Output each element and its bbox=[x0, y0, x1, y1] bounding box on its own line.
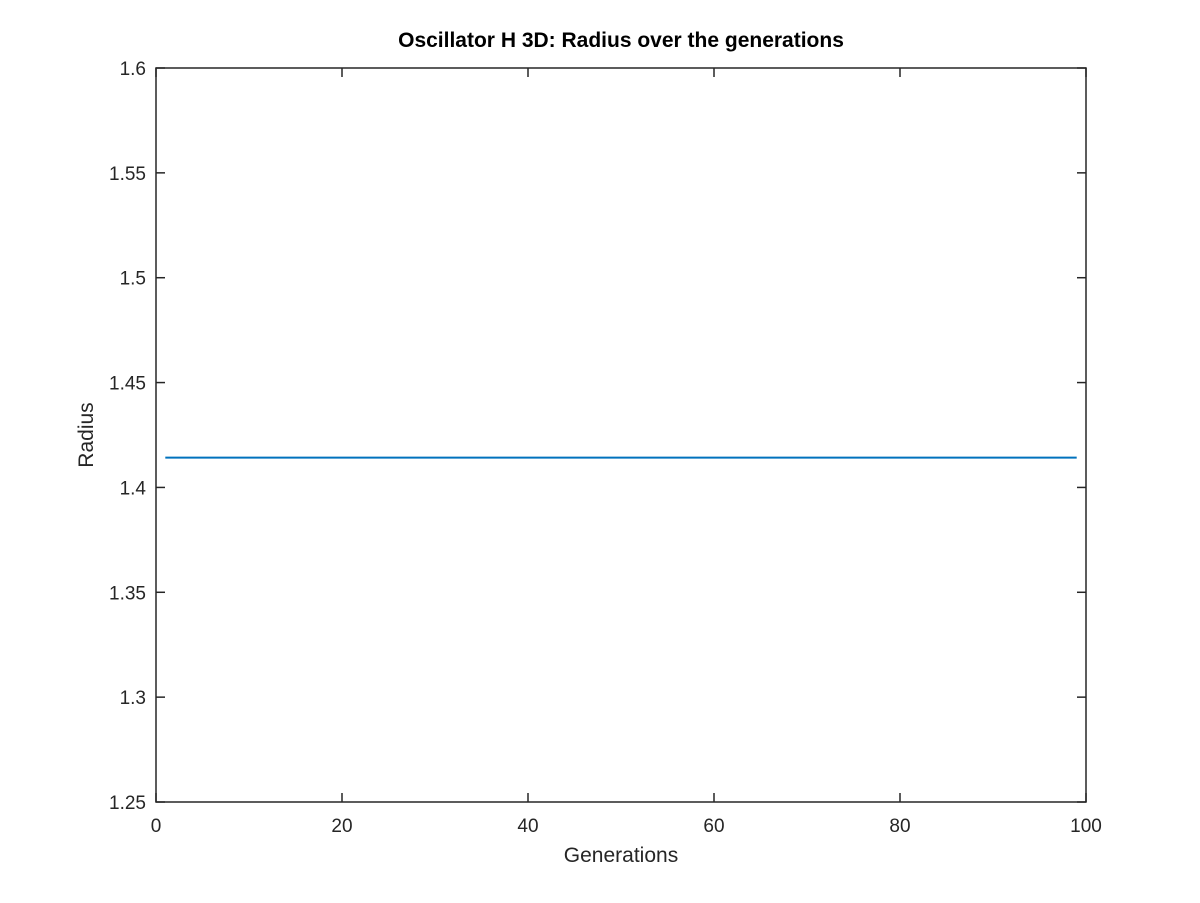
y-tick-label: 1.45 bbox=[109, 374, 146, 395]
x-tick-label: 40 bbox=[517, 816, 538, 837]
y-tick-label: 1.5 bbox=[120, 269, 146, 290]
y-tick-label: 1.6 bbox=[120, 59, 146, 80]
x-tick-label: 0 bbox=[151, 816, 162, 837]
y-tick-label: 1.4 bbox=[120, 478, 147, 499]
y-tick-label: 1.35 bbox=[109, 583, 146, 604]
y-tick-label: 1.3 bbox=[120, 688, 146, 709]
tick-labels: 0 20 40 60 80 100 1.25 1.3 1.35 1.4 1.45 1.5 1.55 1.6 bbox=[109, 59, 1102, 837]
x-tick-label: 80 bbox=[889, 816, 910, 837]
x-tick-label: 100 bbox=[1070, 816, 1102, 837]
y-tick-label: 1.25 bbox=[109, 793, 146, 814]
chart-title: Oscillator H 3D: Radius over the generat… bbox=[398, 29, 844, 52]
axes-box bbox=[155, 67, 1087, 803]
y-axis-label: Radius bbox=[75, 402, 98, 467]
x-axis-label: Generations bbox=[564, 844, 678, 867]
x-tick-label: 60 bbox=[703, 816, 724, 837]
x-tick-label: 20 bbox=[331, 816, 352, 837]
y-tick-label: 1.55 bbox=[109, 164, 146, 185]
